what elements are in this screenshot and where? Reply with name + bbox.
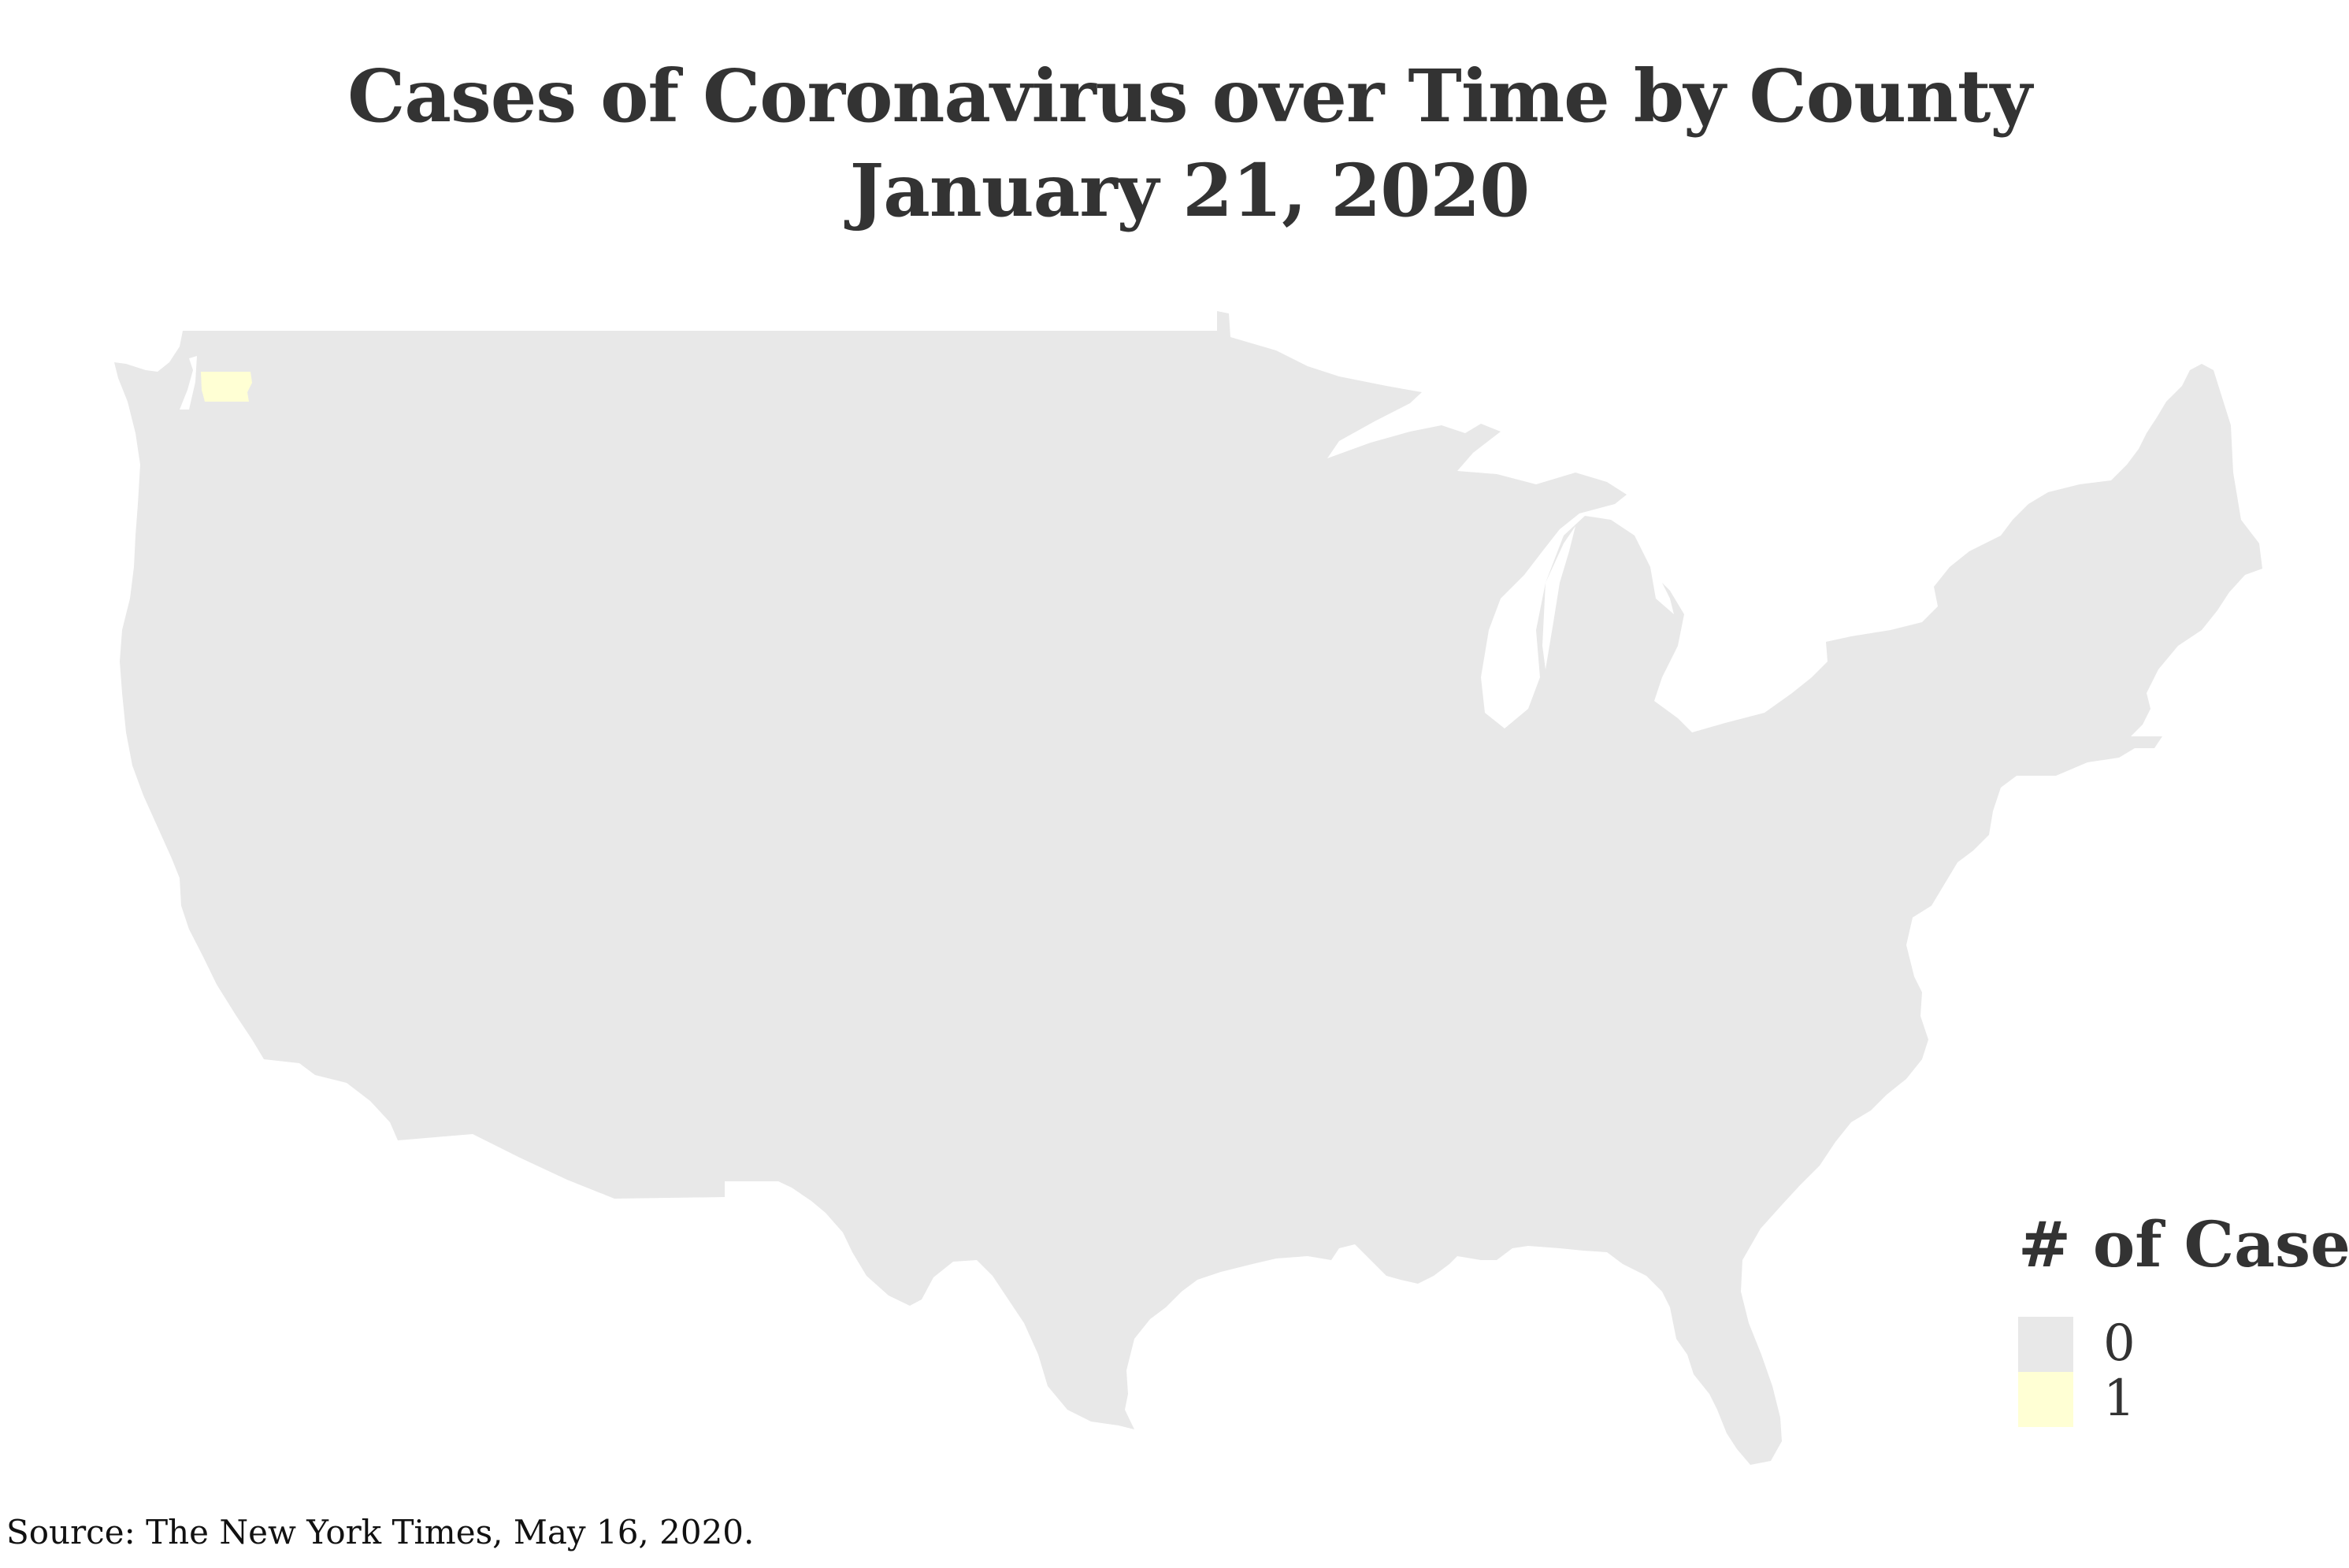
snohomish-county-highlight: [201, 372, 252, 402]
map-title: Cases of Coronavirus over Time by County: [347, 54, 2032, 139]
legend-title: # of Cases: [2018, 1207, 2349, 1281]
legend-label: 1: [2103, 1370, 2136, 1428]
puget-sound-water: [180, 356, 197, 410]
legend-item: 0: [2018, 1314, 2254, 1373]
map-date-subtitle: January 21, 2020: [849, 148, 1531, 233]
legend-swatch: [2018, 1317, 2073, 1372]
contiguous-us-landmass: [114, 311, 2262, 1465]
legend-swatch: [2018, 1372, 2073, 1427]
source-caption: Source: The New York Times, May 16, 2020…: [6, 1513, 755, 1551]
lake-michigan-water: [1542, 526, 1575, 669]
legend-item: 1: [2018, 1370, 2254, 1428]
legend-label: 0: [2103, 1314, 2136, 1373]
